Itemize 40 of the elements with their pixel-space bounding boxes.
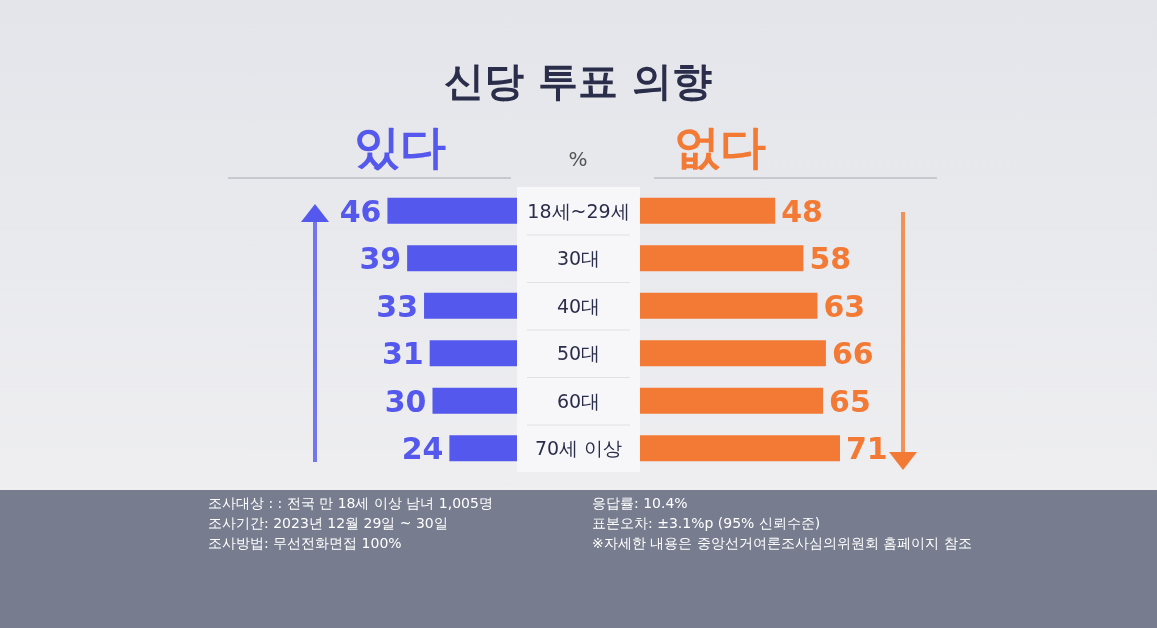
bar [432, 387, 517, 414]
bar [640, 435, 840, 462]
y-tick-label: 70세 이상 [534, 437, 623, 460]
data-label: 46 [339, 193, 382, 229]
data-label: 63 [823, 288, 866, 324]
text: ※자세한 내용은 중앙선거여론조사심의위원회 홈페이지 참조 [592, 535, 972, 551]
x-axis-title: % [568, 147, 588, 171]
data-label: 66 [831, 336, 874, 372]
bar [640, 387, 824, 414]
y-tick-label: 18세~29세 [527, 199, 630, 222]
chart-title: 신당 투표 의향 [444, 58, 712, 104]
text: 조사방법: 무선전화면접 100% [208, 535, 402, 551]
bar [387, 197, 517, 224]
text: 응답률: 10.4% [592, 495, 688, 511]
bar [424, 292, 517, 319]
bar [640, 292, 818, 319]
data-label: 30 [384, 383, 427, 419]
bar [429, 340, 517, 367]
data-label: 33 [376, 288, 419, 324]
bar [640, 197, 776, 224]
bar [640, 340, 826, 367]
y-tick-label: 40대 [556, 294, 601, 317]
data-label: 24 [401, 431, 444, 467]
data-label: 39 [359, 241, 402, 277]
bar [640, 245, 804, 272]
y-tick-label: 30대 [556, 247, 601, 270]
data-label: 31 [381, 336, 424, 372]
y-tick-label: 50대 [556, 342, 601, 365]
data-label: 58 [809, 241, 852, 277]
bar [407, 245, 517, 272]
text: 조사대상 : : 전국 만 18세 이상 남녀 1,005명 [208, 495, 493, 511]
y-tick-label: 60대 [556, 389, 601, 412]
data-label: 71 [846, 431, 888, 467]
text: 표본오차: ±3.1%p (95% 신뢰수준) [592, 515, 821, 531]
series-label: 있다 [354, 120, 446, 174]
series-label: 없다 [674, 120, 766, 174]
text: 조사기간: 2023년 12월 29일 ~ 30일 [208, 515, 448, 531]
data-label: 48 [781, 193, 823, 229]
bar [449, 435, 517, 462]
data-label: 65 [829, 383, 871, 419]
